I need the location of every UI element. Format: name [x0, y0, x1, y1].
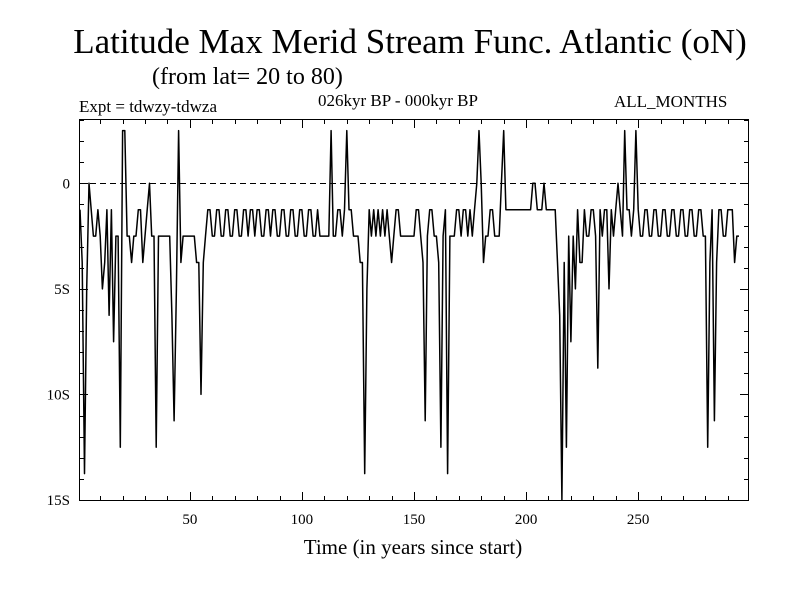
period-label: 026kyr BP - 000kyr BP — [318, 91, 478, 110]
chart-subtitle: (from lat= 20 to 80) — [152, 64, 343, 90]
y-tick-label: 15S — [47, 493, 70, 509]
x-tick-label: 150 — [403, 512, 426, 528]
x-tick-label: 50 — [182, 512, 197, 528]
x-tick-label: 250 — [627, 512, 650, 528]
x-axis-label: Time (in years since start) — [303, 535, 523, 559]
y-tick-label: 0 — [63, 176, 71, 192]
y-tick-label: 10S — [47, 387, 70, 403]
series-line — [79, 129, 739, 501]
x-tick-label: 100 — [291, 512, 314, 528]
plot-frame — [79, 119, 749, 501]
chart-title: Latitude Max Merid Stream Func. Atlantic… — [73, 22, 747, 61]
y-tick-label: 5S — [54, 282, 70, 298]
experiment-label: Expt = tdwzy-tdwza — [79, 97, 217, 116]
x-tick-label: 200 — [515, 512, 538, 528]
months-label: ALL_MONTHS — [614, 92, 728, 111]
